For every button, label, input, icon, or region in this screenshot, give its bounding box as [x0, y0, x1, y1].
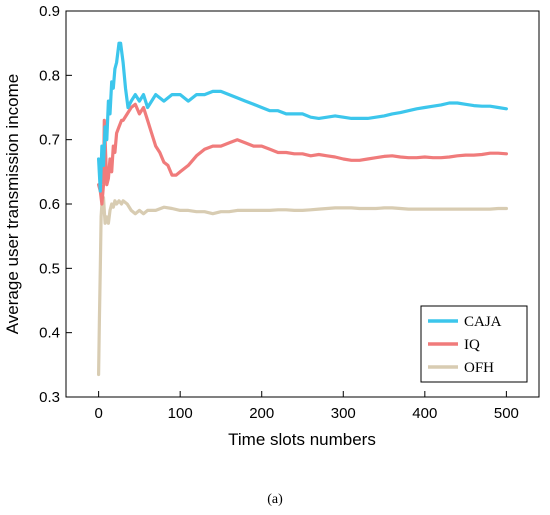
- series-line-ofh: [97, 196, 508, 377]
- x-tick-label: 200: [249, 405, 274, 422]
- y-axis-ticks: 0.3 0.4 0.5 0.6 0.7 0.8 0.9: [39, 3, 72, 406]
- y-tick-label: 0.9: [39, 3, 60, 20]
- x-tick-label: 300: [331, 405, 356, 422]
- series-lines: [97, 41, 508, 377]
- figure-caption: (a): [267, 492, 283, 507]
- legend-label-iq: IQ: [464, 337, 480, 353]
- y-tick-label: 0.7: [39, 132, 60, 149]
- y-tick-label: 0.6: [39, 196, 60, 213]
- series-line-iq: [97, 102, 508, 206]
- y-tick-label: 0.4: [39, 325, 60, 342]
- legend-label-ofh: OFH: [464, 360, 494, 376]
- y-tick-label: 0.3: [39, 389, 60, 406]
- x-axis-ticks: 0 100 200 300 400 500: [94, 391, 519, 422]
- y-tick-label: 0.8: [39, 67, 60, 84]
- y-axis-title: Average user transmission income: [3, 74, 22, 334]
- legend: CAJA IQ OFH: [420, 305, 528, 383]
- x-tick-label: 500: [494, 405, 519, 422]
- x-tick-label: 400: [412, 405, 437, 422]
- y-tick-label: 0.5: [39, 260, 60, 277]
- x-tick-label: 0: [94, 405, 102, 422]
- series-line-caja: [97, 41, 508, 193]
- legend-label-caja: CAJA: [464, 314, 502, 330]
- x-tick-label: 100: [168, 405, 193, 422]
- x-axis-title: Time slots numbers: [228, 430, 376, 449]
